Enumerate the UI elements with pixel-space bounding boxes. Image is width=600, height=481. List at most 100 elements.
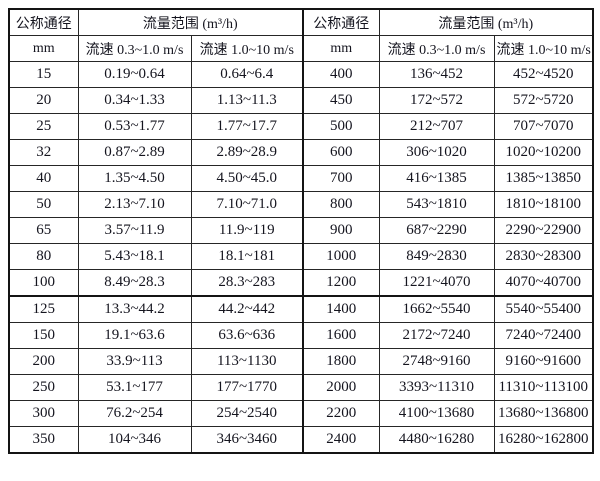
table-row: 125 13.3~44.2 44.2~442 1400 1662~5540 5540~55… [8,295,594,323]
header-flow-range-right: 流量范围 (m³/h) [378,8,594,36]
flow-low-right-cell: 687~2290 [378,217,495,244]
table-row: 300 76.2~254 254~2540 2200 4100~13680 13680~1… [8,400,594,427]
dn-left-cell: 200 [8,348,79,375]
flow-low-right-cell: 4480~16280 [378,426,495,454]
flow-low-left-cell: 3.57~11.9 [77,217,192,244]
flow-range-table: 公称通径 流量范围 (m³/h) 公称通径 流量范围 (m³/h) mm 流速 … [8,8,594,454]
table-row: 150 19.1~63.6 63.6~636 1600 2172~7240 7240~72… [8,322,594,349]
flow-high-right-cell: 9160~91600 [493,348,594,375]
dn-left-cell: 32 [8,139,79,166]
dn-right-cell: 900 [302,217,380,244]
flow-low-right-cell: 543~1810 [378,191,495,218]
header-speed-high-left: 流速 1.0~10 m/s [190,35,304,62]
flow-high-right-cell: 2830~28300 [493,243,594,270]
table-row: 15 0.19~0.64 0.64~6.4 400 136~452 452~4520 [8,61,594,88]
flow-low-right-cell: 3393~11310 [378,374,495,401]
dn-left-cell: 25 [8,113,79,140]
flow-high-left-cell: 0.64~6.4 [190,61,304,88]
dn-right-cell: 450 [302,87,380,114]
table-row: 250 53.1~177 177~1770 2000 3393~11310 11310~1… [8,374,594,401]
flow-high-right-cell: 4070~40700 [493,269,594,297]
flow-high-left-cell: 1.77~17.7 [190,113,304,140]
dn-left-cell: 250 [8,374,79,401]
flow-low-left-cell: 33.9~113 [77,348,192,375]
table-row: 40 1.35~4.50 4.50~45.0 700 416~1385 1385~1385… [8,165,594,192]
dn-right-cell: 1400 [302,295,380,323]
flow-low-left-cell: 19.1~63.6 [77,322,192,349]
dn-right-cell: 1600 [302,322,380,349]
flow-high-right-cell: 2290~22900 [493,217,594,244]
table-row: 65 3.57~11.9 11.9~119 900 687~2290 2290~22900 [8,217,594,244]
header-speed-high-right: 流速 1.0~10 m/s [493,35,594,62]
flow-low-left-cell: 5.43~18.1 [77,243,192,270]
flow-low-left-cell: 104~346 [77,426,192,454]
flow-low-left-cell: 76.2~254 [77,400,192,427]
dn-left-cell: 40 [8,165,79,192]
header-row-sub: mm 流速 0.3~1.0 m/s 流速 1.0~10 m/s mm 流速 0.… [8,35,594,62]
header-speed-low-right: 流速 0.3~1.0 m/s [378,35,495,62]
flow-high-right-cell: 16280~162800 [493,426,594,454]
table-row: 32 0.87~2.89 2.89~28.9 600 306~1020 1020~1020… [8,139,594,166]
flow-low-left-cell: 2.13~7.10 [77,191,192,218]
flow-low-left-cell: 0.34~1.33 [77,87,192,114]
flow-high-right-cell: 1020~10200 [493,139,594,166]
dn-right-cell: 2000 [302,374,380,401]
header-speed-low-left: 流速 0.3~1.0 m/s [77,35,192,62]
flow-low-right-cell: 1221~4070 [378,269,495,297]
dn-right-cell: 1800 [302,348,380,375]
dn-left-cell: 50 [8,191,79,218]
table-row: 200 33.9~113 113~1130 1800 2748~9160 9160~916… [8,348,594,375]
header-diameter-left: 公称通径 [8,8,79,36]
table-row: 100 8.49~28.3 28.3~283 1200 1221~4070 4070~40… [8,269,594,297]
flow-high-right-cell: 707~7070 [493,113,594,140]
flow-high-left-cell: 7.10~71.0 [190,191,304,218]
flow-high-left-cell: 44.2~442 [190,295,304,323]
flow-low-left-cell: 0.19~0.64 [77,61,192,88]
flow-low-left-cell: 1.35~4.50 [77,165,192,192]
flow-high-left-cell: 11.9~119 [190,217,304,244]
dn-right-cell: 700 [302,165,380,192]
table-body: 15 0.19~0.64 0.64~6.4 400 136~452 452~4520 20 0… [8,61,594,454]
flow-low-left-cell: 0.53~1.77 [77,113,192,140]
table-row: 25 0.53~1.77 1.77~17.7 500 212~707 707~7070 [8,113,594,140]
flow-low-right-cell: 1662~5540 [378,295,495,323]
table-row: 20 0.34~1.33 1.13~11.3 450 172~572 572~5720 [8,87,594,114]
dn-right-cell: 800 [302,191,380,218]
dn-right-cell: 400 [302,61,380,88]
flow-high-left-cell: 28.3~283 [190,269,304,297]
flow-low-right-cell: 136~452 [378,61,495,88]
header-diameter-right: 公称通径 [302,8,380,36]
flow-low-left-cell: 13.3~44.2 [77,295,192,323]
flow-high-right-cell: 5540~55400 [493,295,594,323]
flow-high-right-cell: 452~4520 [493,61,594,88]
flow-high-left-cell: 177~1770 [190,374,304,401]
flow-high-left-cell: 346~3460 [190,426,304,454]
table-row: 50 2.13~7.10 7.10~71.0 800 543~1810 1810~1810… [8,191,594,218]
header-unit-right: mm [302,35,380,62]
flow-low-left-cell: 53.1~177 [77,374,192,401]
dn-left-cell: 125 [8,295,79,323]
header-flow-range-left: 流量范围 (m³/h) [77,8,304,36]
flow-high-right-cell: 1810~18100 [493,191,594,218]
flow-high-right-cell: 13680~136800 [493,400,594,427]
dn-left-cell: 300 [8,400,79,427]
dn-left-cell: 65 [8,217,79,244]
flow-low-left-cell: 0.87~2.89 [77,139,192,166]
flow-low-left-cell: 8.49~28.3 [77,269,192,297]
flow-high-left-cell: 18.1~181 [190,243,304,270]
flow-low-right-cell: 849~2830 [378,243,495,270]
flow-high-left-cell: 254~2540 [190,400,304,427]
dn-left-cell: 15 [8,61,79,88]
flow-low-right-cell: 306~1020 [378,139,495,166]
flow-high-left-cell: 2.89~28.9 [190,139,304,166]
dn-right-cell: 1000 [302,243,380,270]
dn-right-cell: 1200 [302,269,380,297]
flow-high-right-cell: 7240~72400 [493,322,594,349]
header-unit-left: mm [8,35,79,62]
flow-high-right-cell: 572~5720 [493,87,594,114]
flow-low-right-cell: 4100~13680 [378,400,495,427]
flow-high-right-cell: 11310~113100 [493,374,594,401]
flow-low-right-cell: 416~1385 [378,165,495,192]
flow-high-left-cell: 4.50~45.0 [190,165,304,192]
